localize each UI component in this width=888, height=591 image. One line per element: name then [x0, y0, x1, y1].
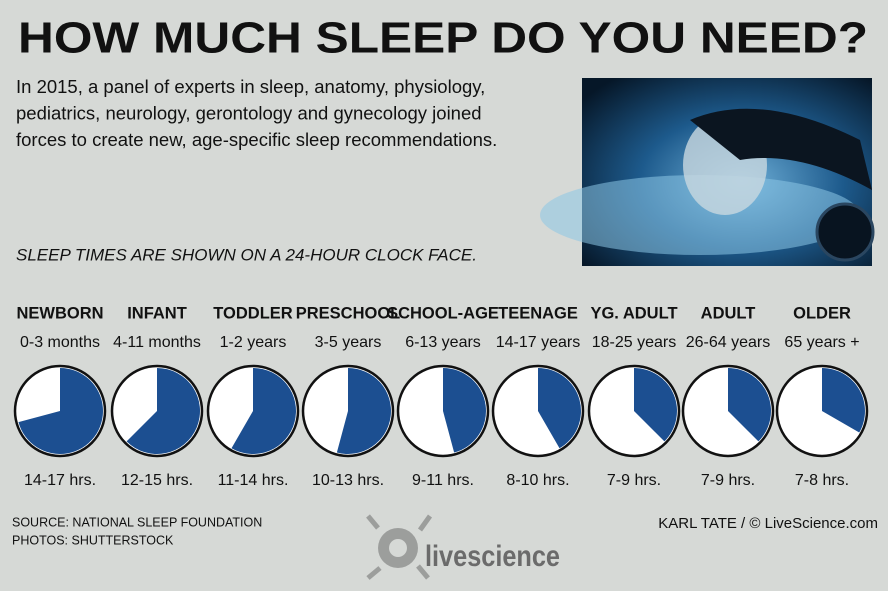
sleep-wedge — [443, 368, 487, 453]
age-group: TEENAGE — [498, 304, 578, 322]
hours-label: 7-8 hrs. — [795, 472, 849, 489]
hours-label: 10-13 hrs. — [312, 472, 384, 489]
age-group: NEWBORN — [16, 304, 103, 322]
sleep-wedge — [538, 368, 581, 449]
age-range: 6-13 years — [405, 334, 481, 351]
age-group: TODDLER — [213, 304, 293, 322]
age-range: 4-11 months — [113, 334, 201, 351]
age-range: 26-64 years — [686, 334, 771, 351]
hours-label: 7-9 hrs. — [607, 472, 661, 489]
age-group: ADULT — [701, 304, 756, 322]
hours-label: 12-15 hrs. — [121, 472, 193, 489]
sleep-wedge — [336, 368, 391, 454]
logo: livescience — [425, 540, 560, 573]
hours-label: 8-10 hrs. — [506, 472, 569, 489]
hours-label: 11-14 hrs. — [218, 472, 289, 489]
hours-label: 7-9 hrs. — [701, 472, 755, 489]
age-group: PRESCHOOL — [296, 304, 401, 322]
age-group: INFANT — [127, 304, 187, 322]
intro-line: In 2015, a panel of experts in sleep, an… — [16, 76, 485, 97]
logo-splat — [366, 514, 433, 580]
age-range: 18-25 years — [592, 334, 677, 351]
age-group: YG. ADULT — [590, 304, 677, 322]
source: PHOTOS: SHUTTERSTOCK — [12, 533, 174, 547]
sleep-wedge — [634, 368, 677, 442]
hours-label: 9-11 hrs. — [412, 472, 474, 489]
sleep-wedge — [18, 368, 104, 454]
title: HOW MUCH SLEEP DO YOU NEED? — [18, 14, 868, 63]
photo — [540, 78, 875, 266]
age-group: SCHOOL-AGE — [387, 304, 499, 322]
age-range: 14-17 years — [496, 334, 581, 351]
source: SOURCE: NATIONAL SLEEP FOUNDATION — [12, 515, 262, 529]
sleep-wedge — [126, 368, 200, 454]
age-range: 1-2 years — [220, 334, 287, 351]
age-range: 65 years + — [784, 334, 859, 351]
age-range: 0-3 months — [20, 334, 100, 351]
intro-line: forces to create new, age-specific sleep… — [16, 129, 497, 150]
credit: KARL TATE / © LiveScience.com — [658, 515, 878, 532]
note: SLEEP TIMES ARE SHOWN ON A 24-HOUR CLOCK… — [16, 245, 477, 264]
sleep-wedge — [822, 368, 865, 433]
sleep-wedge — [231, 368, 297, 454]
sleep-wedge — [728, 368, 771, 442]
age-range: 3-5 years — [315, 334, 382, 351]
hours-label: 14-17 hrs. — [24, 472, 96, 489]
intro-line: pediatrics, neurology, gerontology and g… — [16, 102, 482, 123]
age-group: OLDER — [793, 304, 851, 322]
